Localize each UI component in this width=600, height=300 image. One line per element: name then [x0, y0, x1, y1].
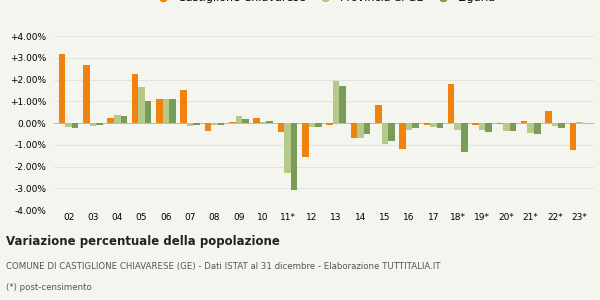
Bar — [266, 121, 273, 123]
Bar — [576, 122, 583, 123]
Bar — [89, 123, 96, 126]
Bar — [145, 101, 151, 123]
Bar — [278, 123, 284, 132]
Legend: Castiglione Chiavarese, Provincia di GE, Liguria: Castiglione Chiavarese, Provincia di GE,… — [152, 0, 496, 3]
Bar — [375, 104, 382, 123]
Bar — [260, 122, 266, 123]
Bar — [399, 123, 406, 149]
Bar — [308, 123, 315, 127]
Bar — [169, 99, 176, 123]
Bar — [121, 116, 127, 123]
Bar — [559, 123, 565, 128]
Bar — [430, 123, 437, 127]
Bar — [187, 123, 193, 126]
Bar — [350, 123, 357, 138]
Text: (*) post-censimento: (*) post-censimento — [6, 284, 92, 292]
Bar — [503, 123, 510, 130]
Bar — [364, 123, 370, 134]
Bar — [59, 55, 65, 123]
Bar — [382, 123, 388, 144]
Bar — [65, 123, 72, 127]
Bar — [242, 119, 249, 123]
Bar — [497, 123, 503, 124]
Bar — [545, 111, 552, 123]
Bar — [284, 123, 291, 173]
Bar — [333, 81, 340, 123]
Bar — [357, 123, 364, 138]
Bar — [527, 123, 534, 133]
Bar — [83, 65, 89, 123]
Bar — [448, 84, 454, 123]
Bar — [229, 122, 236, 123]
Text: COMUNE DI CASTIGLIONE CHIAVARESE (GE) - Dati ISTAT al 31 dicembre - Elaborazione: COMUNE DI CASTIGLIONE CHIAVARESE (GE) - … — [6, 262, 440, 272]
Bar — [114, 116, 121, 123]
Bar — [96, 123, 103, 125]
Bar — [424, 123, 430, 125]
Bar — [521, 121, 527, 123]
Bar — [218, 123, 224, 125]
Bar — [406, 123, 412, 130]
Bar — [156, 99, 163, 123]
Text: Variazione percentuale della popolazione: Variazione percentuale della popolazione — [6, 236, 280, 248]
Bar — [181, 90, 187, 123]
Bar — [479, 123, 485, 130]
Bar — [211, 123, 218, 125]
Bar — [454, 123, 461, 130]
Bar — [552, 123, 559, 126]
Bar — [326, 123, 333, 125]
Bar — [340, 86, 346, 123]
Bar — [72, 123, 79, 128]
Bar — [253, 118, 260, 123]
Bar — [534, 123, 541, 134]
Bar — [315, 123, 322, 127]
Bar — [291, 123, 298, 190]
Bar — [107, 118, 114, 123]
Bar — [138, 87, 145, 123]
Bar — [437, 123, 443, 128]
Bar — [510, 123, 516, 130]
Bar — [205, 123, 211, 130]
Bar — [163, 99, 169, 123]
Bar — [302, 123, 308, 157]
Bar — [461, 123, 467, 152]
Bar — [132, 74, 138, 123]
Bar — [236, 116, 242, 123]
Bar — [412, 123, 419, 128]
Bar — [388, 123, 395, 142]
Bar — [569, 123, 576, 150]
Bar — [472, 123, 479, 125]
Bar — [485, 123, 492, 132]
Bar — [193, 123, 200, 125]
